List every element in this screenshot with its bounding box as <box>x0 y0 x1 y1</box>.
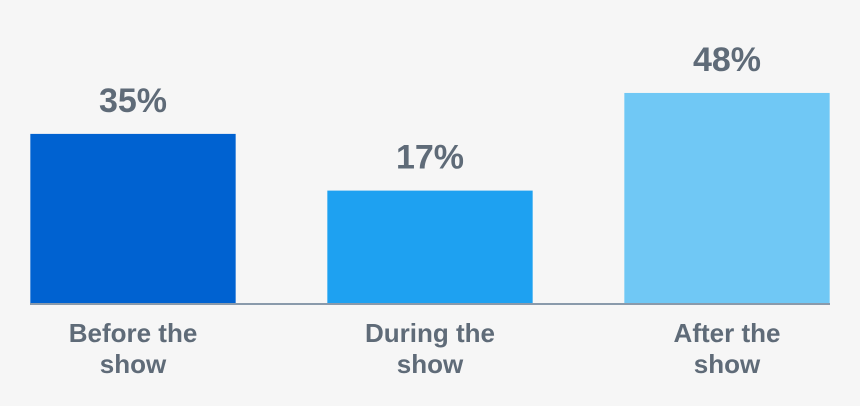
value-label: 48% <box>693 41 761 79</box>
value-label: 17% <box>396 139 464 177</box>
bar <box>327 190 533 304</box>
value-label: 35% <box>99 82 167 120</box>
x-tick-label: During the show <box>365 318 495 379</box>
x-tick-label: After the show <box>673 318 781 379</box>
bar <box>30 133 236 304</box>
x-tick-label: Before the show <box>68 318 198 379</box>
bar <box>624 92 830 304</box>
